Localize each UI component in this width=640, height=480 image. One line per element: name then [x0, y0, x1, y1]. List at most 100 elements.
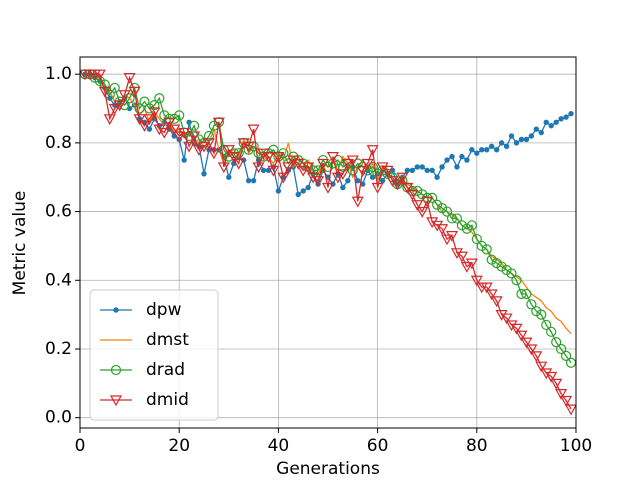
point	[568, 110, 574, 117]
point	[518, 136, 525, 143]
point	[379, 177, 386, 184]
point	[441, 234, 454, 246]
point	[123, 73, 136, 84]
point	[466, 220, 477, 231]
point	[511, 275, 522, 286]
point	[312, 165, 324, 176]
point	[252, 162, 265, 174]
point	[484, 147, 490, 153]
point	[444, 157, 450, 163]
point	[174, 110, 185, 121]
point	[459, 153, 465, 160]
point	[262, 152, 275, 163]
point	[128, 86, 141, 98]
y-tick-label: 0.0	[45, 408, 72, 428]
point	[386, 176, 399, 187]
point	[109, 395, 123, 407]
point	[450, 248, 463, 260]
point	[188, 120, 200, 131]
point	[558, 116, 564, 122]
point	[464, 157, 470, 163]
point	[181, 157, 187, 163]
point	[485, 289, 498, 301]
point	[277, 172, 290, 184]
point	[118, 90, 131, 102]
point	[396, 172, 409, 184]
point	[498, 140, 505, 146]
point	[267, 165, 280, 177]
point	[471, 233, 482, 245]
point	[113, 100, 126, 112]
point	[103, 114, 116, 126]
point	[98, 86, 111, 98]
point	[143, 114, 156, 126]
point	[474, 150, 480, 156]
x-tick-label: 100	[560, 436, 592, 456]
point	[540, 368, 553, 380]
point	[421, 196, 434, 208]
point	[528, 133, 535, 139]
point	[406, 189, 419, 201]
point	[419, 164, 425, 170]
point	[490, 296, 503, 308]
point	[371, 182, 384, 194]
line	[84, 73, 572, 364]
point	[510, 323, 523, 335]
point	[469, 147, 475, 153]
point	[481, 244, 492, 255]
legend-box	[89, 289, 219, 421]
point	[341, 158, 354, 170]
point	[227, 152, 240, 163]
point	[545, 371, 558, 383]
point	[134, 103, 145, 114]
point	[555, 389, 568, 400]
point	[257, 148, 270, 160]
point	[331, 172, 344, 184]
x-tick-label: 20	[168, 436, 190, 456]
point	[470, 275, 483, 287]
point	[282, 162, 295, 174]
point	[113, 307, 119, 313]
point	[550, 378, 563, 390]
point	[272, 152, 285, 163]
x-tick-label: 40	[268, 436, 290, 456]
point	[543, 119, 549, 125]
x-tick-label: 60	[367, 436, 389, 456]
point	[479, 147, 485, 153]
point	[178, 127, 191, 139]
point	[188, 131, 201, 143]
point	[411, 200, 424, 211]
point	[434, 174, 440, 180]
point	[560, 395, 573, 407]
point	[193, 145, 206, 156]
point	[488, 143, 495, 150]
point	[232, 158, 245, 170]
point	[247, 124, 260, 136]
point	[154, 93, 165, 104]
point	[212, 117, 225, 129]
point	[426, 217, 439, 229]
point	[505, 320, 518, 332]
point	[153, 124, 166, 136]
legend-label: dmst	[146, 330, 189, 350]
point	[149, 99, 160, 111]
x-tick-label: 80	[466, 436, 488, 456]
point	[525, 344, 538, 356]
point	[508, 133, 515, 139]
point	[506, 268, 517, 279]
point	[503, 143, 510, 150]
point	[530, 351, 543, 363]
point	[158, 127, 171, 139]
point	[376, 162, 389, 174]
point	[336, 169, 349, 181]
point	[203, 130, 215, 142]
point	[346, 155, 359, 167]
point	[538, 129, 544, 136]
point	[295, 191, 301, 198]
point	[302, 162, 315, 174]
legend-label: drad	[146, 360, 185, 380]
point	[436, 224, 449, 235]
point	[429, 167, 435, 174]
point	[495, 310, 508, 321]
